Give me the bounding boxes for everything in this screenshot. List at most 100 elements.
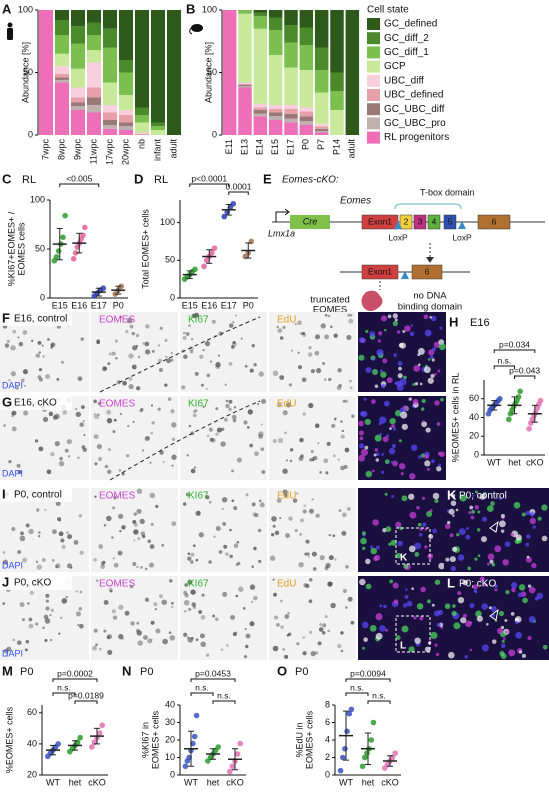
cell bbox=[161, 599, 168, 605]
cell bbox=[310, 369, 315, 374]
cell bbox=[261, 470, 266, 474]
significance-bracket bbox=[493, 365, 515, 369]
cell bbox=[272, 524, 276, 528]
cell bbox=[67, 534, 73, 540]
y-axis-label: Total EOMES+ cells bbox=[140, 209, 150, 289]
bar-segment bbox=[102, 105, 118, 113]
y-axis-label: %KI67+EOMES+ / bbox=[6, 211, 16, 286]
loxp-site bbox=[394, 221, 402, 229]
cell bbox=[410, 324, 414, 327]
cell bbox=[541, 504, 548, 511]
bar-segment bbox=[150, 10, 166, 123]
panel-letter: B bbox=[186, 1, 195, 16]
y-tick-label: 50 bbox=[207, 67, 217, 77]
cell bbox=[15, 386, 19, 390]
cell bbox=[190, 338, 194, 341]
significance-bracket bbox=[74, 700, 98, 704]
cell bbox=[469, 603, 475, 609]
cell bbox=[284, 431, 287, 435]
panel-label: P0; control bbox=[459, 491, 507, 502]
domain-bracket bbox=[394, 203, 462, 210]
bar-segment bbox=[70, 102, 86, 107]
cell bbox=[308, 508, 314, 514]
cell bbox=[137, 640, 143, 646]
y-axis-label: EOMES cells bbox=[16, 222, 26, 276]
cell bbox=[235, 594, 239, 598]
cell bbox=[424, 545, 428, 549]
cell bbox=[37, 340, 42, 345]
cell bbox=[386, 377, 393, 384]
cell bbox=[200, 614, 206, 620]
cell bbox=[319, 555, 325, 561]
cell bbox=[347, 596, 353, 602]
cell bbox=[318, 627, 324, 632]
cell bbox=[510, 612, 515, 616]
cell bbox=[67, 455, 71, 458]
bar-segment bbox=[54, 66, 70, 74]
cell bbox=[36, 564, 42, 570]
cell bbox=[364, 418, 371, 426]
cell bbox=[215, 432, 219, 436]
cell bbox=[141, 449, 145, 452]
legend-swatch bbox=[367, 103, 380, 116]
cell bbox=[404, 595, 409, 599]
exon-label: 6 bbox=[492, 216, 497, 226]
cell bbox=[526, 534, 531, 539]
data-point bbox=[227, 768, 233, 775]
bar-segment bbox=[54, 77, 70, 80]
cell bbox=[232, 321, 235, 324]
cell bbox=[232, 418, 237, 423]
cell bbox=[277, 437, 284, 444]
cell bbox=[157, 358, 162, 363]
bar-segment bbox=[102, 82, 118, 105]
data-point bbox=[368, 737, 375, 743]
channel-label: EOMES bbox=[99, 491, 135, 502]
cell bbox=[464, 655, 468, 659]
cell bbox=[528, 586, 536, 594]
cell bbox=[384, 459, 390, 465]
legend-swatch bbox=[367, 89, 380, 101]
exon-label: Exon1 bbox=[368, 216, 392, 226]
cell bbox=[42, 626, 45, 630]
cell bbox=[97, 401, 102, 406]
cell bbox=[10, 371, 16, 377]
cell bbox=[100, 561, 105, 566]
cell bbox=[58, 460, 65, 467]
cell bbox=[242, 606, 246, 610]
cell bbox=[77, 376, 83, 382]
cell bbox=[323, 458, 329, 464]
micrograph bbox=[269, 576, 356, 660]
cell bbox=[428, 533, 434, 539]
cell bbox=[308, 577, 313, 582]
bar-segment bbox=[238, 86, 252, 88]
cell bbox=[224, 383, 227, 386]
cell bbox=[251, 343, 255, 348]
cell bbox=[44, 508, 47, 511]
diagram-label: Eomes-cKO: bbox=[282, 175, 339, 186]
cell bbox=[289, 448, 294, 452]
cell bbox=[328, 534, 331, 537]
cell bbox=[436, 622, 441, 627]
bar-segment bbox=[54, 20, 70, 35]
cell bbox=[66, 563, 73, 569]
cell bbox=[158, 594, 163, 599]
panel-letter: C bbox=[2, 171, 12, 186]
legend-label: GC_diff_1 bbox=[384, 47, 429, 58]
cell bbox=[246, 426, 250, 429]
cell bbox=[158, 368, 163, 372]
data-point bbox=[497, 395, 503, 402]
bar-segment bbox=[134, 122, 150, 133]
cell bbox=[397, 540, 403, 547]
exon-label: 3 bbox=[418, 216, 423, 226]
cell bbox=[117, 550, 123, 556]
bar-segment bbox=[299, 70, 314, 108]
label-bg bbox=[0, 576, 72, 590]
significance-bracket bbox=[190, 692, 214, 696]
cell bbox=[184, 583, 188, 587]
cell bbox=[345, 565, 349, 569]
cell bbox=[288, 383, 293, 387]
cell bbox=[382, 358, 388, 364]
cell bbox=[79, 550, 84, 555]
bar-segment bbox=[70, 26, 86, 44]
cell bbox=[418, 532, 423, 537]
